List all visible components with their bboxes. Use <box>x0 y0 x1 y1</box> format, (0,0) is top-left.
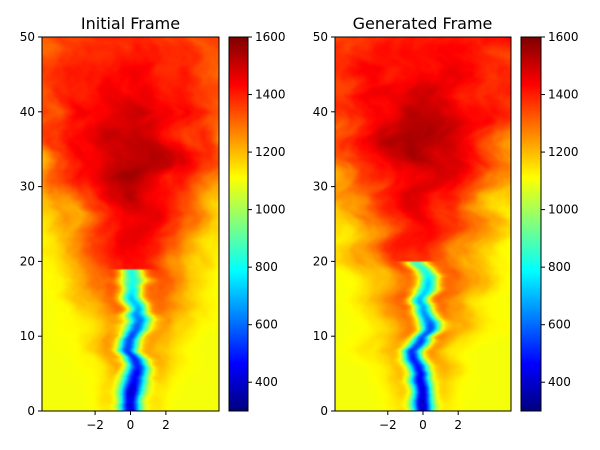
colorbar-tick-label: 400 <box>548 375 571 389</box>
colorbar-tick-label: 800 <box>548 260 571 274</box>
colorbar-frame-initial <box>228 36 249 412</box>
y-tick-label: 40 <box>20 105 35 119</box>
y-tick-label: 10 <box>20 329 35 343</box>
y-tick-label: 0 <box>320 404 328 418</box>
y-tick-label: 50 <box>313 30 328 44</box>
y-tick-label: 50 <box>20 30 35 44</box>
colorbar-axis-generated: 400 600 800 1000 1200 1400 1600 <box>541 30 579 389</box>
y-tick-label: 20 <box>20 254 35 268</box>
colorbar-tick-label: 1400 <box>548 88 579 102</box>
y-tick-label: 30 <box>313 180 328 194</box>
y-tick-label: 30 <box>20 180 35 194</box>
y-tick-label: 20 <box>313 254 328 268</box>
colorbar-tick-label: 600 <box>255 318 278 332</box>
chart-title-initial: Initial Frame <box>81 14 180 33</box>
x-tick-label: 0 <box>127 418 135 432</box>
y-tick-label: 0 <box>27 404 35 418</box>
colorbar-tick-label: 1000 <box>548 203 579 217</box>
x-tick-label: 2 <box>454 418 462 432</box>
colorbar-tick-label: 1600 <box>255 30 286 44</box>
colorbar-frame-generated <box>520 36 542 412</box>
colorbar-image-initial <box>229 37 248 411</box>
y-tick-label: 10 <box>313 329 328 343</box>
chart-title-generated: Generated Frame <box>353 14 493 33</box>
x-tick-label: 2 <box>162 418 170 432</box>
colorbar-tick-label: 1000 <box>255 203 286 217</box>
colorbar-tick-label: 1200 <box>548 145 579 159</box>
colorbar-tick-label: 1600 <box>548 30 579 44</box>
colorbar-tick-label: 800 <box>255 260 278 274</box>
y-tick-label: 40 <box>313 105 328 119</box>
colorbar-image-generated <box>521 37 541 411</box>
colorbar-tick-label: 400 <box>255 375 278 389</box>
heatmap-image-generated <box>335 37 511 411</box>
x-tick-label: −2 <box>86 418 104 432</box>
colorbar-tick-label: 1200 <box>255 145 286 159</box>
x-tick-label: −2 <box>379 418 397 432</box>
colorbar-tick-label: 600 <box>548 318 571 332</box>
heatmap-image-initial <box>42 37 219 411</box>
colorbar-axis-initial: 400 600 800 1000 1200 1400 1600 <box>248 30 286 389</box>
colorbar-tick-label: 1400 <box>255 88 286 102</box>
x-tick-label: 0 <box>419 418 427 432</box>
